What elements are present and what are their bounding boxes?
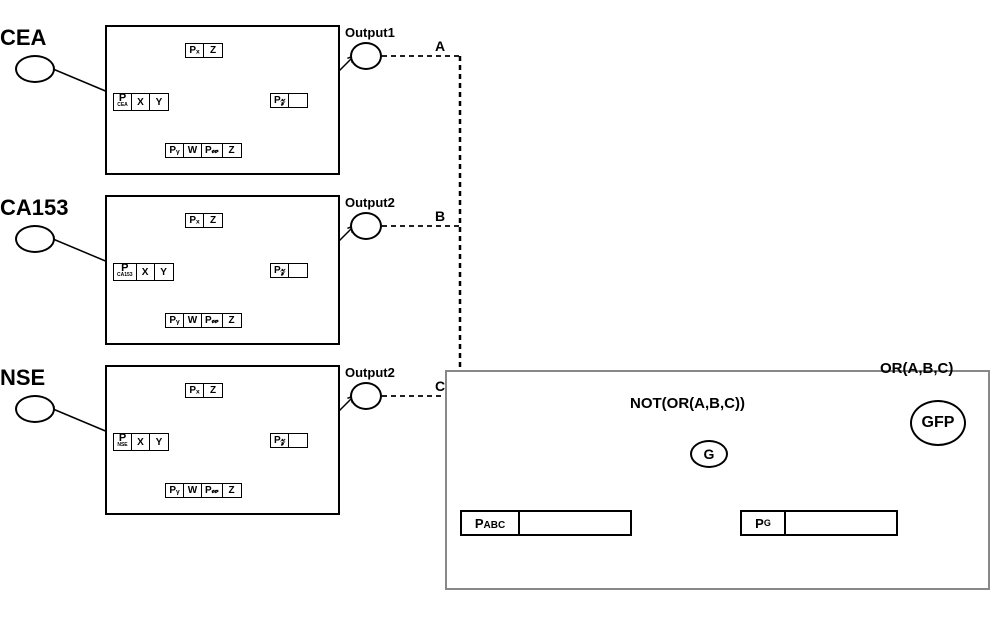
or-label: OR(A,B,C): [880, 360, 953, 377]
input-ellipse-nse: [15, 395, 55, 423]
gene-right-nse: P𝓏: [270, 433, 308, 448]
gene-left-ca153: PCA153XY: [113, 263, 174, 281]
gene-left-nse: PNSEXY: [113, 433, 169, 451]
gene-top-ca153: PₓZ: [185, 213, 223, 228]
gene-bottom-ca153: PᵧWP𝓌Z: [165, 313, 242, 328]
input-label-cea: CEA: [0, 25, 46, 51]
gene-right-ca153: P𝓏: [270, 263, 308, 278]
input-ellipse-cea: [15, 55, 55, 83]
signal-label-B: B: [435, 208, 445, 224]
gene-right-cea: P𝓏: [270, 93, 308, 108]
pabc-gene: PABC: [460, 510, 632, 536]
pg-promoter-label: PG: [742, 512, 786, 534]
pg-gene: PG: [740, 510, 898, 536]
g-label: G: [692, 442, 726, 466]
output-ellipse-ca153: [350, 212, 382, 240]
not-or-label: NOT(OR(A,B,C)): [630, 395, 745, 412]
output-ellipse-cea: [350, 42, 382, 70]
gene-top-nse: PₓZ: [185, 383, 223, 398]
output-ellipse-nse: [350, 382, 382, 410]
gene-bottom-cea: PᵧWP𝓌Z: [165, 143, 242, 158]
gene-left-cea: PCEAXY: [113, 93, 169, 111]
input-label-nse: NSE: [0, 365, 45, 391]
output-label-cea: Output1: [345, 25, 395, 40]
gfp-label: GFP: [912, 402, 964, 444]
input-label-ca153: CA153: [0, 195, 68, 221]
output-label-nse: Output2: [345, 365, 395, 380]
gene-top-cea: PₓZ: [185, 43, 223, 58]
gfp-node: GFP: [910, 400, 966, 446]
input-ellipse-ca153: [15, 225, 55, 253]
signal-label-A: A: [435, 38, 445, 54]
pabc-promoter-label: PABC: [462, 512, 520, 534]
signal-label-C: C: [435, 378, 445, 394]
g-node: G: [690, 440, 728, 468]
gene-bottom-nse: PᵧWP𝓌Z: [165, 483, 242, 498]
output-label-ca153: Output2: [345, 195, 395, 210]
